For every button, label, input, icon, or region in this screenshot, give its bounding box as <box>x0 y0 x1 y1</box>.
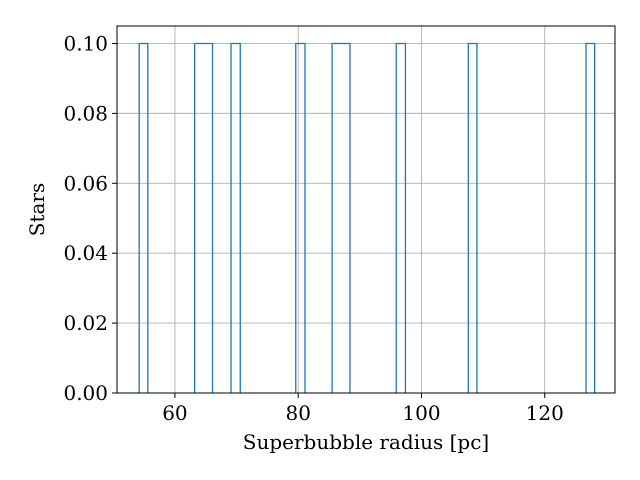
histogram-bin <box>230 42 241 393</box>
histogram-bin <box>585 42 596 393</box>
histogram-bin <box>194 42 214 393</box>
grid-lines <box>117 26 615 394</box>
y-tick-label: 0.04 <box>63 241 108 265</box>
axes-frame <box>116 25 616 394</box>
histogram-bin <box>331 42 351 393</box>
y-axis-label: Stars <box>25 183 49 237</box>
y-tick-label: 0.00 <box>63 381 108 405</box>
y-tick-label: 0.06 <box>63 171 108 195</box>
histogram-series <box>138 42 596 393</box>
x-axis-label: Superbubble radius [pc] <box>243 430 489 454</box>
histogram-bin <box>295 42 306 393</box>
y-tick-label: 0.02 <box>63 311 108 335</box>
histogram-bin <box>395 42 407 393</box>
x-tick-label: 80 <box>285 401 310 425</box>
axis-ticks: 60 80 100 120 0.00 0.02 0.04 0.06 0.08 0.10 <box>63 31 563 425</box>
y-tick-label: 0.10 <box>63 31 108 55</box>
histogram-bin <box>138 42 149 393</box>
x-tick-label: 100 <box>402 401 440 425</box>
x-tick-label: 60 <box>162 401 187 425</box>
histogram-bin <box>467 42 478 393</box>
x-tick-label: 120 <box>526 401 564 425</box>
y-tick-label: 0.08 <box>63 101 108 125</box>
